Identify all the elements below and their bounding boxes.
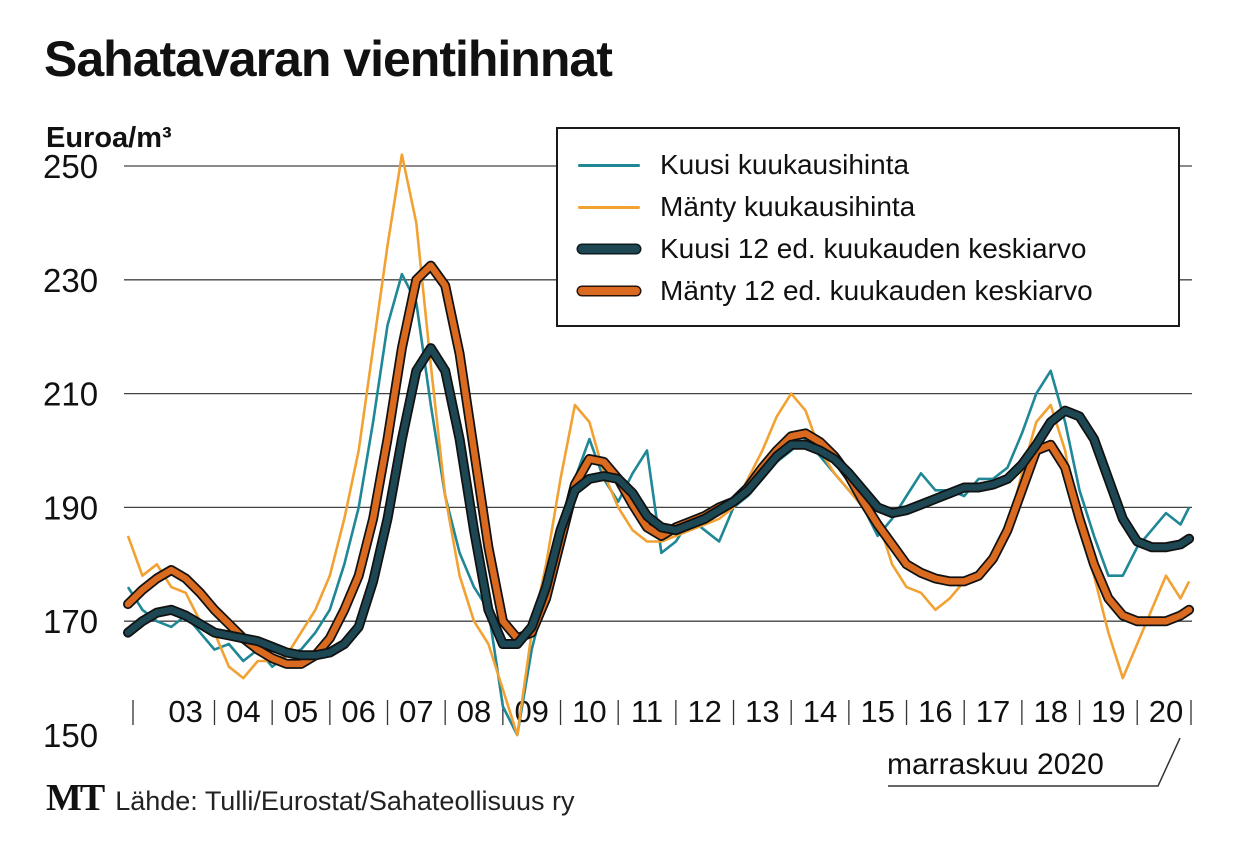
y-tick-label: 170 — [43, 603, 98, 640]
x-tick-label: 04 — [226, 694, 260, 729]
y-tick-label: 210 — [43, 376, 98, 413]
x-tick-label: 10 — [572, 694, 606, 729]
legend-item: Mänty kuukausihinta — [578, 187, 915, 227]
x-tick-label: 13 — [745, 694, 779, 729]
series-manty-avg — [124, 262, 1193, 668]
y-tick-label: 230 — [43, 262, 98, 299]
x-tick-label: 03 — [168, 694, 202, 729]
x-tick-label: 18 — [1033, 694, 1067, 729]
y-tick-labels: 150 170 190 210 230 250 — [43, 148, 98, 754]
y-tick-label: 190 — [43, 489, 98, 526]
x-tick-label: 08 — [457, 694, 491, 729]
legend-label: Mänty kuukausihinta — [660, 191, 916, 222]
y-tick-label: 250 — [43, 148, 98, 185]
legend-item: Kuusi 12 ed. kuukauden keskiarvo — [578, 229, 1087, 269]
x-tick-label: 12 — [687, 694, 721, 729]
legend-item: Mänty 12 ed. kuukauden keskiarvo — [578, 271, 1093, 311]
x-tick-label: 11 — [631, 694, 663, 729]
x-tick-label: 14 — [803, 694, 837, 729]
x-tick-label: 05 — [284, 694, 318, 729]
y-axis-label: Euroa/m³ — [46, 122, 172, 154]
legend-swatch-manty-avg — [578, 287, 640, 295]
series-lines — [123, 153, 1195, 737]
date-note: marraskuu 2020 — [887, 748, 1104, 781]
legend-label: Kuusi 12 ed. kuukauden keskiarvo — [660, 233, 1087, 264]
x-tick-label: 06 — [341, 694, 375, 729]
legend-label: Kuusi kuukausihinta — [660, 149, 910, 180]
x-tick-label: 17 — [976, 694, 1010, 729]
source-note: Lähde: Tulli/Eurostat/Sahateollisuus ry — [115, 786, 575, 816]
mt-logo: MT — [46, 777, 105, 819]
series-kuusi-avg — [124, 344, 1193, 659]
legend-label: Mänty 12 ed. kuukauden keskiarvo — [660, 275, 1093, 306]
series-kuusi-monthly — [126, 272, 1191, 737]
date-box-frame — [888, 737, 1181, 787]
legend: Kuusi kuukausihinta Mänty kuukausihinta … — [556, 127, 1180, 327]
y-tick-label: 150 — [43, 717, 98, 754]
x-tick-labels: 03 04 05 06 07 08 09 10 11 12 13 14 15 16 17 18 19 20 — [132, 694, 1192, 729]
legend-swatch-kuusi-avg — [578, 245, 640, 253]
footer: MT Lähde: Tulli/Eurostat/Sahateollisuus … — [46, 776, 574, 820]
x-tick-label: 07 — [399, 694, 433, 729]
legend-item: Kuusi kuukausihinta — [578, 145, 909, 185]
x-tick-label: 19 — [1091, 694, 1125, 729]
chart-title: Sahatavaran vientihinnat — [44, 31, 613, 87]
x-tick-label: 20 — [1149, 694, 1183, 729]
legend-swatch-manty-monthly — [578, 205, 640, 209]
x-tick-label: 16 — [918, 694, 952, 729]
legend-swatch-kuusi-monthly — [578, 163, 640, 167]
x-tick-label: 15 — [860, 694, 894, 729]
